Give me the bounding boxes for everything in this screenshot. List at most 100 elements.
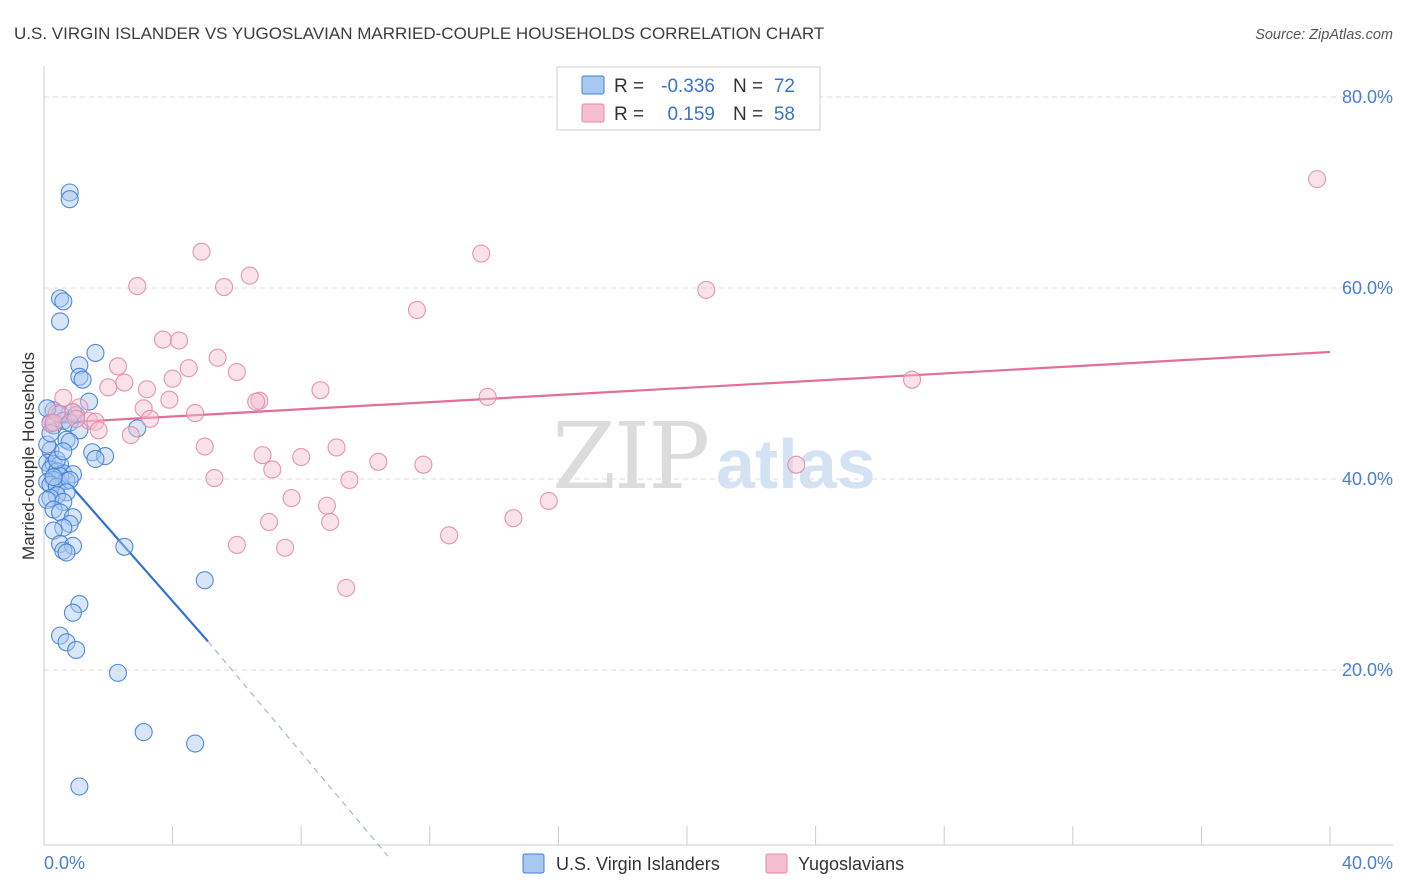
trend-line-yugoslavians [43, 350, 1331, 425]
yugoslavians-point-10 [208, 348, 227, 367]
virgin-islanders-point-67 [41, 424, 60, 443]
yugoslavians-point-43 [205, 468, 224, 488]
yugoslavians-point-35 [195, 437, 214, 456]
virgin-islanders-point-53 [57, 543, 76, 562]
legend-swatch-yugoslavians [765, 853, 788, 874]
stats-n-value-blue: 72 [774, 76, 795, 97]
stats-r-value-pink: 0.159 [667, 104, 715, 125]
y-tick-label-20: 20.0% [1342, 660, 1393, 680]
yugoslavians-point-57 [44, 413, 63, 432]
yugoslavians-point-56 [67, 409, 86, 428]
yugoslavians-point-13 [227, 362, 246, 382]
watermark-atlas: atlas [716, 425, 876, 503]
yugoslavians-point-50 [321, 512, 340, 532]
legend: U.S. Virgin Islanders Yugoslavians [522, 853, 904, 874]
yugoslavians-point-12 [179, 359, 198, 378]
yugoslavians-point-0 [1308, 170, 1327, 189]
yugoslavians-point-51 [440, 526, 459, 545]
series-yugoslavians [41, 170, 1327, 597]
stats-r-label-blue: R = [614, 76, 644, 97]
yugoslavians-point-2 [472, 244, 491, 263]
yugoslavians-point-28 [186, 404, 205, 423]
stats-swatch-pink [581, 103, 605, 123]
yugoslavians-point-39 [369, 452, 388, 471]
yugoslavians-point-19 [311, 381, 330, 400]
x-tick-label-0: 0.0% [44, 853, 85, 873]
yugoslavians-point-40 [414, 455, 433, 474]
trend-lines [43, 350, 1331, 857]
trend-line-virgin-islanders-extension [207, 640, 389, 857]
virgin-islanders-point-62 [134, 723, 153, 742]
virgin-islanders-point-58 [51, 626, 70, 645]
yugoslavians-point-15 [902, 370, 922, 389]
x-tick-label-40: 40.0% [1342, 853, 1393, 873]
virgin-islanders-point-59 [57, 633, 76, 652]
yugoslavians-point-36 [327, 438, 346, 457]
legend-label-virgin-islanders: U.S. Virgin Islanders [556, 854, 720, 874]
y-tick-label-80: 80.0% [1342, 87, 1393, 107]
yugoslavians-point-4 [128, 277, 147, 296]
y-tick-label-40: 40.0% [1342, 469, 1393, 489]
stats-box: R = -0.336 N = 72 R = 0.159 N = 58 [556, 66, 821, 131]
legend-swatch-virgin-islanders [522, 853, 545, 874]
yugoslavians-point-41 [787, 455, 806, 474]
yugoslavians-point-38 [292, 447, 311, 467]
chart-title: U.S. VIRGIN ISLANDER VS YUGOSLAVIAN MARR… [14, 24, 824, 43]
virgin-islanders-point-42 [38, 490, 57, 510]
virgin-islanders-point-0 [60, 183, 79, 202]
chart-source: Source: ZipAtlas.com [1255, 27, 1393, 43]
yugoslavians-point-44 [340, 470, 359, 490]
virgin-islanders-point-3 [54, 292, 73, 311]
legend-label-yugoslavians: Yugoslavians [798, 854, 904, 874]
stats-r-value-blue: -0.336 [661, 76, 715, 97]
yugoslavians-point-11 [108, 357, 127, 376]
stats-swatch-blue [581, 75, 605, 95]
yugoslavians-point-18 [137, 380, 156, 399]
yugoslavians-point-49 [259, 512, 279, 532]
virgin-islanders-point-68 [60, 432, 79, 451]
yugoslavians-point-21 [160, 390, 179, 409]
stats-n-value-pink: 58 [774, 104, 795, 125]
yugoslavians-point-54 [337, 578, 356, 597]
yugoslavians-point-1 [192, 242, 211, 261]
yugoslavians-point-23 [247, 392, 266, 411]
virgin-islanders-point-71 [44, 468, 63, 487]
yugoslavians-point-20 [478, 387, 497, 406]
yugoslavians-point-34 [121, 426, 140, 445]
data-points [38, 170, 1327, 796]
gridlines [44, 96, 1393, 671]
yugoslavians-point-46 [539, 491, 558, 511]
tick-labels: 20.0% 40.0% 60.0% 80.0% 0.0% 40.0% [44, 87, 1393, 873]
virgin-islanders-point-1 [60, 190, 79, 209]
virgin-islanders-point-8 [73, 370, 92, 389]
yugoslavians-point-17 [99, 378, 118, 397]
virgin-islanders-point-57 [63, 603, 82, 622]
yugoslavians-point-3 [240, 266, 259, 285]
virgin-islanders-point-64 [70, 777, 89, 796]
virgin-islanders-point-60 [67, 640, 86, 659]
watermark-zip: ZIP [552, 403, 708, 510]
yugoslavians-point-37 [253, 446, 272, 465]
virgin-islanders-point-7 [70, 367, 89, 386]
yugoslavians-point-53 [276, 538, 295, 557]
virgin-islanders-point-63 [186, 734, 205, 753]
virgin-islanders-point-4 [51, 312, 70, 331]
yugoslavians-point-48 [504, 509, 523, 528]
y-axis-title: Married-couple Households [19, 352, 38, 560]
series-virgin-islanders [38, 183, 214, 796]
yugoslavians-point-14 [163, 369, 182, 388]
virgin-islanders-point-55 [195, 571, 214, 590]
yugoslavians-point-9 [169, 331, 189, 350]
virgin-islanders-point-69 [54, 442, 73, 461]
yugoslavians-point-33 [89, 421, 108, 440]
yugoslavians-point-47 [317, 496, 336, 515]
virgin-islanders-point-54 [115, 537, 134, 556]
stats-n-label-pink: N = [733, 104, 763, 125]
yugoslavians-point-16 [115, 373, 134, 392]
axes [43, 66, 1393, 846]
virgin-islanders-point-61 [108, 663, 127, 682]
virgin-islanders-point-51 [63, 536, 82, 555]
virgin-islanders-point-18 [128, 419, 147, 438]
virgin-islanders-point-9 [79, 392, 99, 411]
